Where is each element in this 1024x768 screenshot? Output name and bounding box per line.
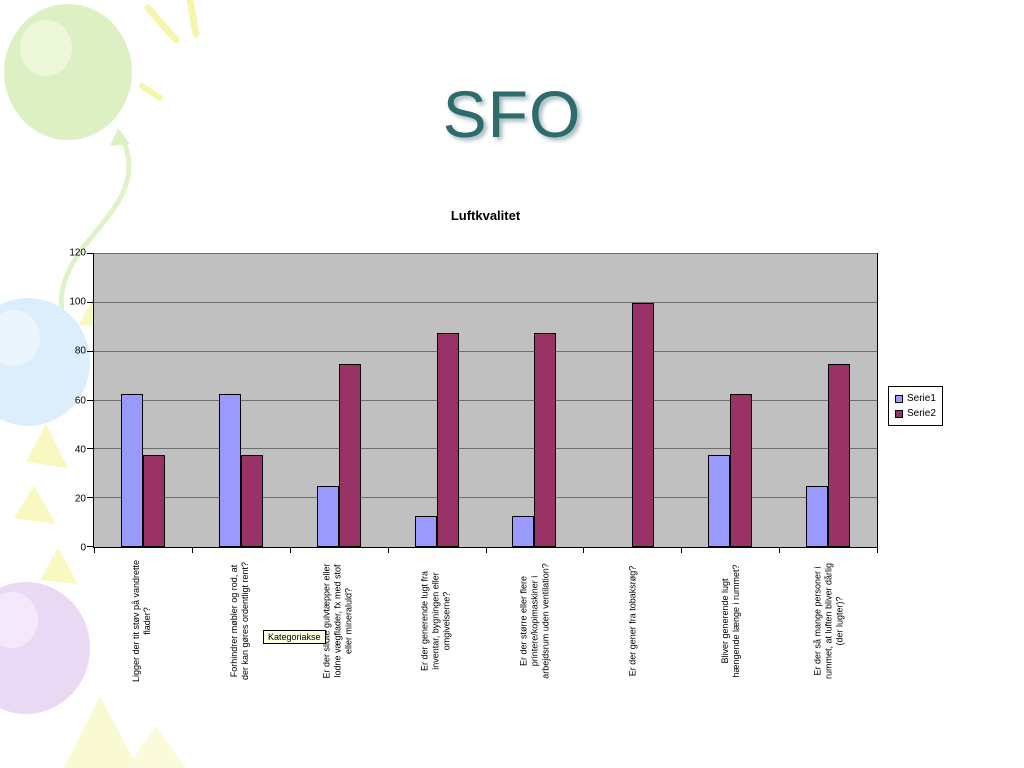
- x-tick-mark: [289, 548, 291, 553]
- category-labels: Ligger der tit støv på vandrette flader?…: [93, 555, 878, 687]
- balloon-highlight: [0, 310, 40, 366]
- category-label: Er der så mange personer i rummet, at lu…: [812, 562, 845, 680]
- legend-item: Serie2: [895, 406, 936, 421]
- bar-groups: [94, 254, 877, 547]
- category-label-cell: Er der slidte gulvtæpper eller lodne væg…: [289, 555, 387, 687]
- category-label-cell: Er der gener fra tobaksrøg?: [584, 555, 682, 687]
- bar-group: [94, 254, 192, 547]
- y-tick-label: 60: [74, 395, 86, 406]
- y-tick-mark: [87, 253, 93, 254]
- bar-serie1: [218, 394, 241, 547]
- y-axis-labels: 0 20 40 60 80 100 120: [58, 248, 86, 554]
- category-label: Er der gener fra tobaksrøg?: [627, 565, 638, 677]
- bar-serie1: [708, 455, 731, 547]
- category-axis-tooltip: Kategoriakse: [263, 630, 326, 644]
- bar-serie2: [240, 455, 263, 547]
- gridline: [94, 301, 877, 303]
- legend: Serie1 Serie2: [888, 386, 943, 426]
- category-label-cell: Er der generende lugt fra inventar, bygn…: [387, 555, 485, 687]
- y-tick-mark: [87, 350, 93, 352]
- plot-area: [87, 253, 878, 553]
- bar-group: [388, 254, 486, 547]
- chart-title: Luftkvalitet: [450, 208, 521, 223]
- bar-group: [779, 254, 877, 547]
- y-tick-label: 100: [69, 296, 86, 308]
- gridline: [94, 497, 877, 499]
- bar-group: [583, 254, 681, 547]
- category-label-cell: Er der større eller flere printere/kopim…: [486, 555, 584, 687]
- bar-serie2: [436, 333, 459, 547]
- bar-serie1: [120, 394, 143, 547]
- category-label: Ligger der tit støv på vandrette flader?: [131, 559, 153, 683]
- x-tick-mark: [583, 548, 585, 553]
- category-label: Bliver generende lugt hængende længe i r…: [719, 564, 741, 678]
- sparkle-decoration: [14, 486, 56, 524]
- x-tick-mark: [191, 548, 193, 553]
- y-tick-label: 120: [69, 247, 86, 259]
- y-tick-mark: [87, 546, 93, 547]
- x-tick-mark: [681, 548, 683, 553]
- y-tick-label: 0: [80, 542, 86, 554]
- bar-serie2: [338, 363, 361, 547]
- sparkle-decoration: [64, 696, 138, 768]
- legend-label: Serie2: [907, 408, 936, 419]
- x-tick-mark: [485, 548, 487, 553]
- category-label-cell: Bliver generende lugt hængende længe i r…: [682, 555, 780, 687]
- bar-serie1: [316, 485, 339, 547]
- air-quality-chart: Luftkvalitet 0 20 40 60 80 100 120 Ligger der …: [58, 203, 958, 688]
- bar-serie2: [828, 363, 851, 547]
- balloon-highlight: [20, 20, 72, 76]
- legend-item: Serie1: [895, 391, 936, 406]
- y-tick-label: 80: [74, 345, 86, 357]
- sparkle-decoration: [144, 4, 180, 44]
- bar-serie2: [142, 455, 165, 547]
- y-tick-mark: [87, 399, 93, 401]
- x-tick-mark: [94, 548, 95, 553]
- slide-title: SFO: [442, 77, 582, 151]
- bar-serie1: [806, 485, 829, 547]
- category-label: Forhindrer møbler og rod, at der kan gør…: [229, 561, 251, 681]
- y-tick-mark: [87, 497, 93, 499]
- sparkle-decoration: [186, 0, 200, 38]
- y-tick-mark: [87, 301, 93, 303]
- category-label: Er der generende lugt fra inventar, bygn…: [419, 570, 452, 672]
- category-label-cell: Ligger der tit støv på vandrette flader?: [93, 555, 191, 687]
- bar-serie2: [730, 394, 753, 547]
- x-tick-mark: [877, 548, 878, 553]
- sparkle-decoration: [126, 726, 186, 768]
- category-label: Er der større eller flere printere/kopim…: [518, 563, 551, 679]
- gridline: [94, 350, 877, 352]
- category-label: Er der slidte gulvtæpper eller lodne væg…: [321, 563, 354, 679]
- gridline: [94, 253, 877, 254]
- bar-serie2: [632, 302, 655, 547]
- bar-group: [681, 254, 779, 547]
- legend-swatch-icon: [895, 409, 903, 418]
- x-tick-mark: [779, 548, 781, 553]
- bar-group: [192, 254, 290, 547]
- bar-serie1: [414, 516, 437, 547]
- gridline: [94, 448, 877, 450]
- bar-serie2: [534, 333, 557, 547]
- x-tick-mark: [387, 548, 389, 553]
- balloon-highlight: [0, 592, 38, 648]
- bar-group: [486, 254, 584, 547]
- y-tick-mark: [87, 448, 93, 450]
- gridline: [94, 399, 877, 401]
- legend-swatch-icon: [895, 394, 903, 403]
- bar-serie1: [512, 516, 535, 547]
- y-tick-label: 40: [74, 444, 86, 456]
- bar-group: [290, 254, 388, 547]
- category-label-cell: Er der så mange personer i rummet, at lu…: [780, 555, 878, 687]
- legend-label: Serie1: [907, 393, 936, 404]
- y-tick-label: 20: [74, 493, 86, 505]
- category-label-cell: Forhindrer møbler og rod, at der kan gør…: [191, 555, 289, 687]
